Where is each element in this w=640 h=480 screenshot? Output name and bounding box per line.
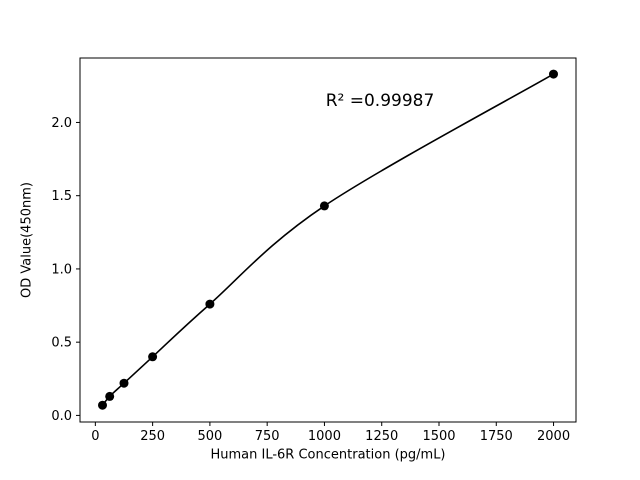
x-tick-label: 250	[140, 429, 165, 444]
y-tick-label: 1.0	[51, 262, 72, 277]
plot-border	[79, 57, 577, 423]
data-point	[319, 201, 329, 211]
y-axis-label: OD Value(450nm)	[19, 182, 35, 298]
data-point	[98, 400, 107, 410]
x-tick-label: 0	[91, 429, 99, 444]
x-tick-label: 750	[255, 429, 280, 444]
x-tick-label: 1750	[480, 429, 513, 444]
fit-curve	[101, 73, 554, 406]
x-tick-label: 1250	[365, 429, 398, 444]
y-tick-label: 1.5	[51, 189, 72, 204]
x-tick-label: 1500	[422, 429, 455, 444]
x-tick-label: 2000	[537, 429, 570, 444]
y-tick-label: 2.0	[51, 116, 72, 131]
data-point	[105, 391, 115, 401]
x-axis-label: Human IL-6R Concentration (pg/mL)	[210, 447, 446, 463]
x-tick-label: 500	[197, 429, 222, 444]
data-point	[119, 378, 129, 388]
y-tick-label: 0.0	[51, 409, 72, 424]
data-point	[148, 352, 158, 362]
x-tick-label: 1000	[308, 429, 341, 444]
r-squared-annotation: R² =0.99987	[325, 91, 435, 111]
y-tick-label: 0.5	[51, 336, 72, 351]
data-point	[205, 299, 215, 309]
data-point	[549, 69, 558, 79]
